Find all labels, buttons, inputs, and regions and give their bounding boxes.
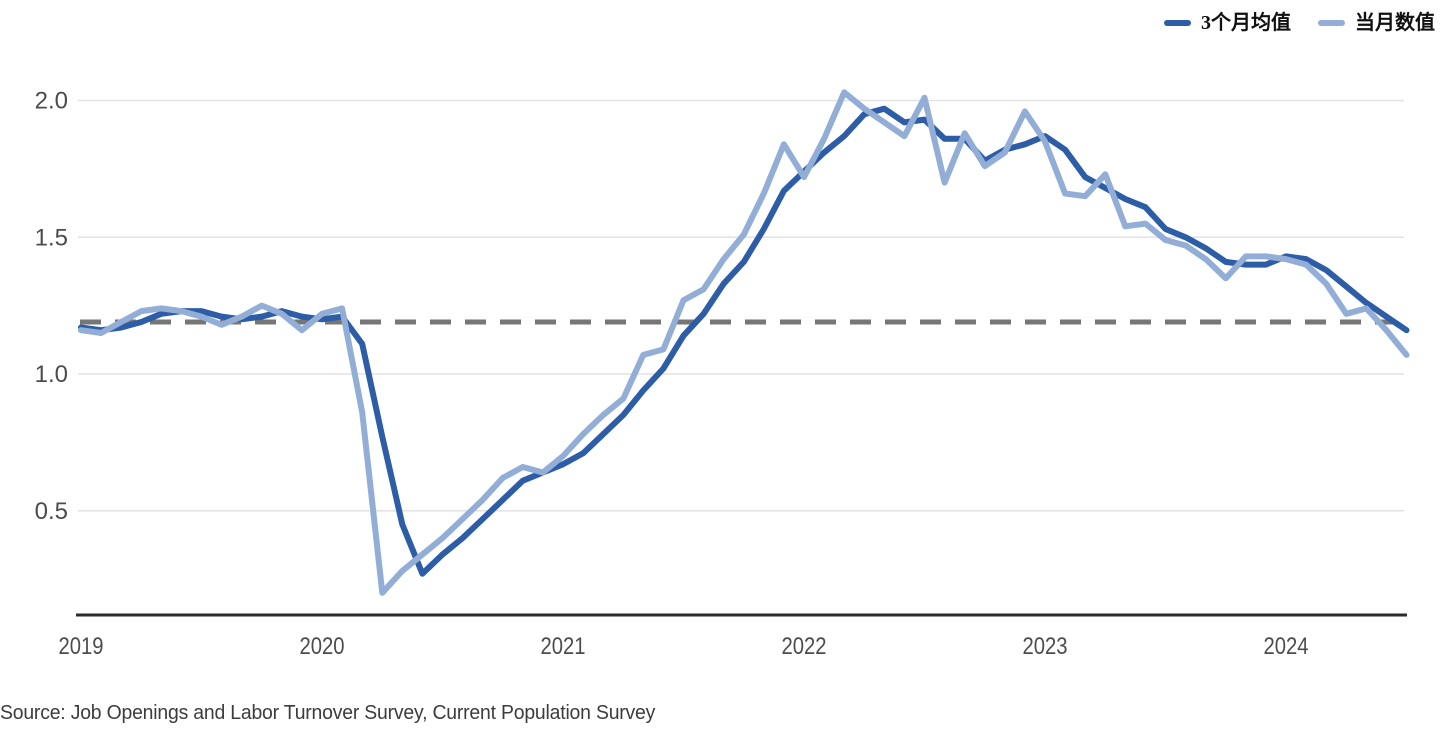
x-tick-label: 2021 <box>541 633 586 660</box>
x-tick-label: 2023 <box>1023 633 1068 660</box>
y-tick-label: 1.0 <box>35 361 68 388</box>
series-line-3mo-avg <box>78 105 1410 577</box>
legend-label-3mo-avg: 3个月均值 <box>1201 12 1291 34</box>
y-tick-label: 1.5 <box>35 224 68 251</box>
legend-item-3mo-avg: 3个月均值 <box>1164 13 1291 33</box>
x-tick-label: 2019 <box>59 633 104 660</box>
x-tick-label: 2020 <box>300 633 345 660</box>
y-tick-label: 0.5 <box>35 498 68 525</box>
legend-item-monthly: 当月数值 <box>1318 13 1435 33</box>
chart-legend: 3个月均值 当月数值 <box>1164 13 1435 33</box>
y-tick-label: 2.0 <box>35 88 68 115</box>
series-line-monthly <box>78 89 1410 596</box>
source-note: Source: Job Openings and Labor Turnover … <box>0 702 656 724</box>
legend-swatch-monthly <box>1318 20 1345 26</box>
legend-label-monthly: 当月数值 <box>1355 12 1435 34</box>
line-chart: 2.0 1.5 1.0 0.5 2019 2020 2021 2022 2023 2024 <box>35 88 1410 660</box>
x-tick-label: 2024 <box>1264 633 1309 660</box>
x-tick-label: 2022 <box>782 633 827 660</box>
legend-swatch-3mo-avg <box>1164 20 1191 26</box>
